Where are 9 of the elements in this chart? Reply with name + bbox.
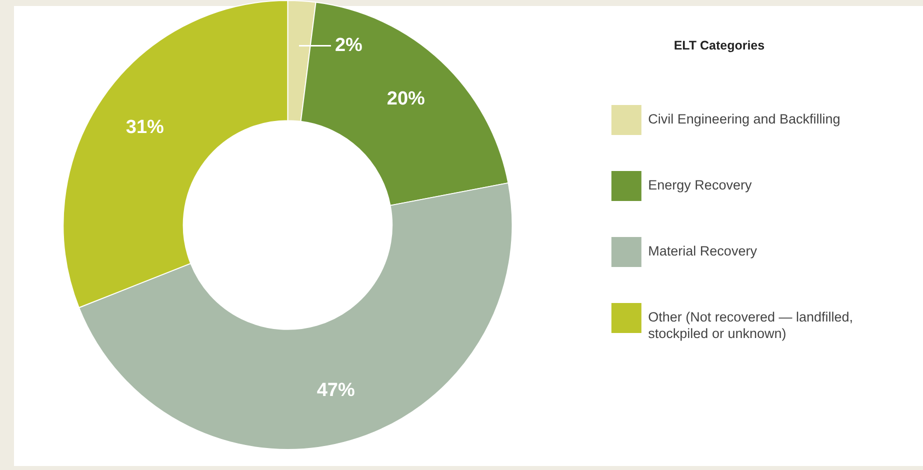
data-label: 2% (334, 34, 363, 56)
data-label: 31% (126, 117, 164, 138)
legend-label: Energy Recovery (648, 178, 752, 193)
data-label: 20% (386, 88, 426, 110)
legend-label: Material Recovery (648, 244, 758, 259)
data-label: 47% (316, 380, 355, 402)
legend-title: ELT Categories (674, 38, 765, 53)
legend-label: Civil Engineering and Backfilling (648, 112, 840, 127)
legend-label: Other (Not recovered — landfilled, stockpiled or unknown) (648, 310, 854, 341)
